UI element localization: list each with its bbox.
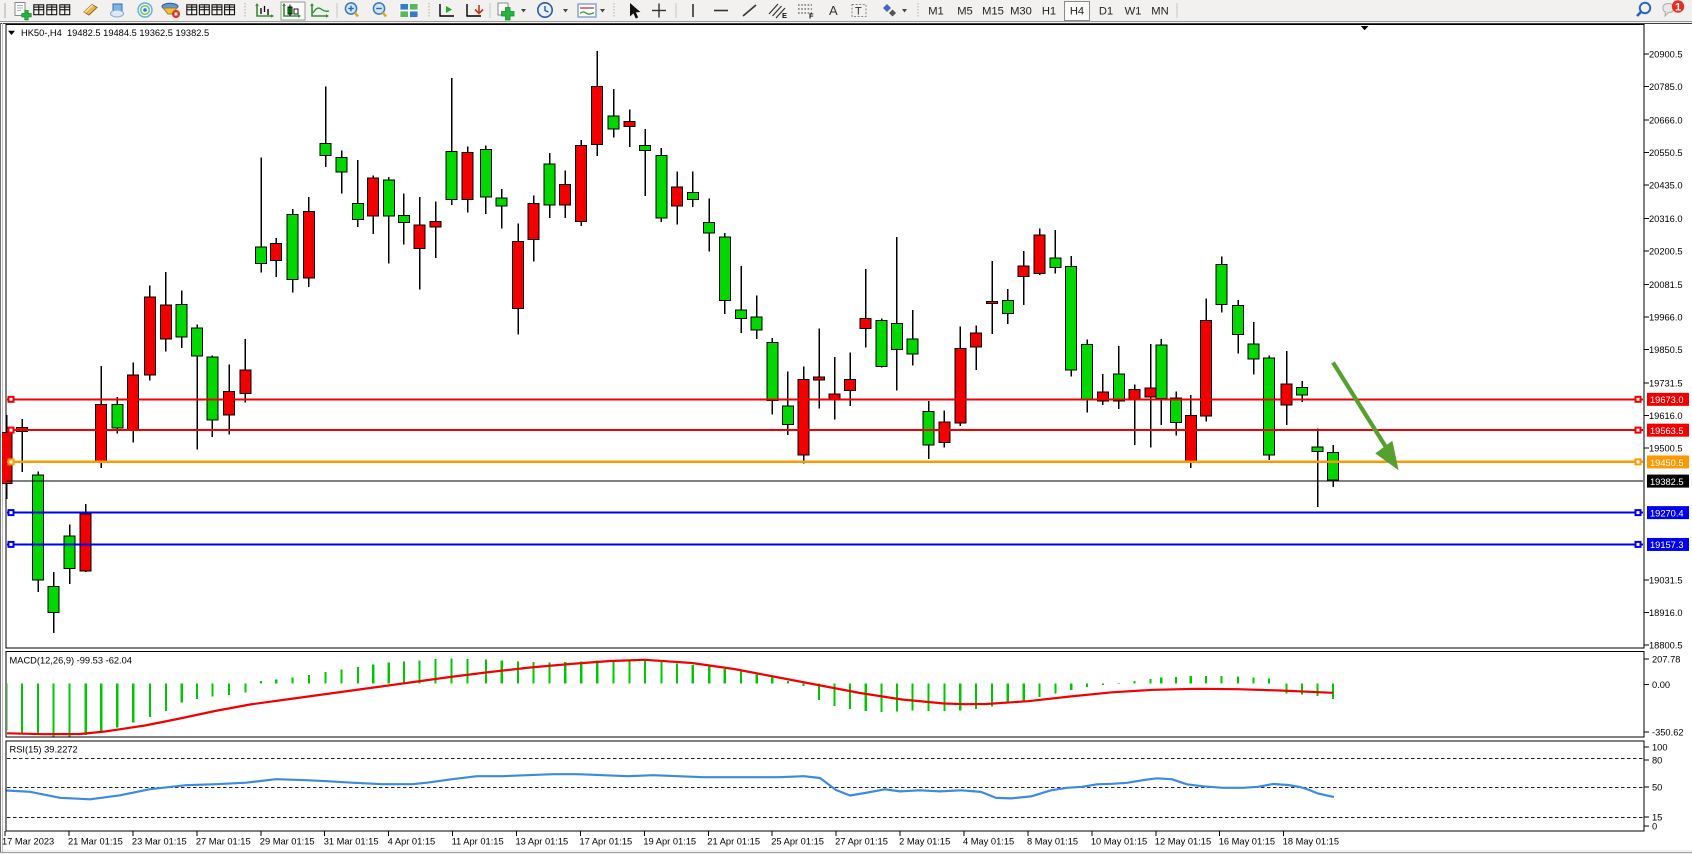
svg-text:0: 0: [1652, 822, 1657, 832]
svg-text:15: 15: [1652, 813, 1662, 823]
svg-text:2 May 01:15: 2 May 01:15: [899, 837, 950, 847]
svg-text:D1: D1: [1099, 6, 1113, 18]
svg-text:27 Mar 01:15: 27 Mar 01:15: [196, 837, 251, 847]
svg-text:RSI(15) 39.2272: RSI(15) 39.2272: [10, 745, 78, 755]
svg-text:HK50-,H4 19482.5 19484.5 1936: HK50-,H4 19482.5 19484.5 19362.5 19382.5: [21, 28, 209, 38]
svg-text:20081.5: 20081.5: [1649, 280, 1683, 290]
svg-text:20200.5: 20200.5: [1649, 246, 1683, 256]
svg-text:18 May 01:15: 18 May 01:15: [1283, 837, 1339, 847]
svg-text:M1: M1: [928, 6, 944, 18]
svg-text:11 Apr 01:15: 11 Apr 01:15: [452, 837, 504, 847]
svg-text:20435.0: 20435.0: [1649, 180, 1683, 190]
svg-text:19673.0: 19673.0: [1650, 395, 1684, 405]
svg-text:19 Apr 01:15: 19 Apr 01:15: [643, 837, 696, 847]
svg-text:M30: M30: [1010, 6, 1032, 18]
svg-text:19563.5: 19563.5: [1650, 426, 1684, 436]
svg-text:M5: M5: [957, 6, 973, 18]
svg-text:MACD(12,26,9) -99.53 -62.04: MACD(12,26,9) -99.53 -62.04: [10, 655, 132, 665]
svg-text:19616.0: 19616.0: [1649, 411, 1683, 421]
svg-text:17 Mar 2023: 17 Mar 2023: [2, 837, 54, 847]
svg-text:M15: M15: [982, 6, 1004, 18]
svg-text:23 Mar 01:15: 23 Mar 01:15: [132, 837, 187, 847]
svg-text:31 Mar 01:15: 31 Mar 01:15: [324, 837, 379, 847]
svg-text:27 Apr 01:15: 27 Apr 01:15: [835, 837, 888, 847]
svg-text:4 Apr 01:15: 4 Apr 01:15: [388, 837, 436, 847]
svg-text:16 May 01:15: 16 May 01:15: [1219, 837, 1275, 847]
svg-text:29 Mar 01:15: 29 Mar 01:15: [260, 837, 315, 847]
svg-text:19270.4: 19270.4: [1650, 508, 1684, 518]
svg-text:25 Apr 01:15: 25 Apr 01:15: [771, 837, 824, 847]
svg-text:19850.5: 19850.5: [1649, 345, 1683, 355]
svg-text:100: 100: [1652, 743, 1668, 753]
svg-text:-350.62: -350.62: [1652, 728, 1684, 738]
svg-text:0.00: 0.00: [1652, 680, 1670, 690]
svg-text:20666.0: 20666.0: [1649, 115, 1683, 125]
svg-text:50: 50: [1652, 783, 1662, 793]
svg-text:20785.0: 20785.0: [1649, 82, 1683, 92]
svg-text:19382.5: 19382.5: [1650, 477, 1684, 487]
svg-text:19966.0: 19966.0: [1649, 312, 1683, 322]
svg-text:1: 1: [1675, 2, 1681, 14]
svg-text:19157.3: 19157.3: [1650, 540, 1684, 550]
svg-text:19731.5: 19731.5: [1649, 378, 1683, 388]
svg-text:A: A: [829, 3, 838, 18]
svg-text:W1: W1: [1125, 6, 1142, 18]
svg-text:80: 80: [1652, 756, 1662, 766]
svg-text:E: E: [782, 11, 787, 20]
svg-text:20900.5: 20900.5: [1649, 50, 1683, 60]
svg-text:20316.0: 20316.0: [1649, 214, 1683, 224]
svg-text:19450.5: 19450.5: [1650, 458, 1684, 468]
svg-text:18800.5: 18800.5: [1649, 640, 1683, 650]
svg-text:18916.0: 18916.0: [1649, 608, 1683, 618]
svg-text:H4: H4: [1070, 6, 1084, 18]
svg-text:17 Apr 01:15: 17 Apr 01:15: [579, 837, 632, 847]
svg-text:8 May 01:15: 8 May 01:15: [1027, 837, 1078, 847]
svg-text:T: T: [855, 6, 862, 18]
svg-text:13 Apr 01:15: 13 Apr 01:15: [516, 837, 569, 847]
svg-text:20550.5: 20550.5: [1649, 148, 1683, 158]
svg-text:MN: MN: [1151, 6, 1168, 18]
svg-text:10 May 01:15: 10 May 01:15: [1091, 837, 1147, 847]
svg-text:21 Apr 01:15: 21 Apr 01:15: [707, 837, 760, 847]
svg-text:4 May 01:15: 4 May 01:15: [963, 837, 1014, 847]
svg-text:19500.5: 19500.5: [1649, 443, 1683, 453]
svg-text:21 Mar 01:15: 21 Mar 01:15: [68, 837, 123, 847]
svg-text:H1: H1: [1042, 6, 1056, 18]
svg-text:12 May 01:15: 12 May 01:15: [1155, 837, 1211, 847]
svg-text:19031.5: 19031.5: [1649, 575, 1683, 585]
svg-text:F: F: [809, 12, 814, 21]
svg-text:207.78: 207.78: [1652, 655, 1680, 665]
